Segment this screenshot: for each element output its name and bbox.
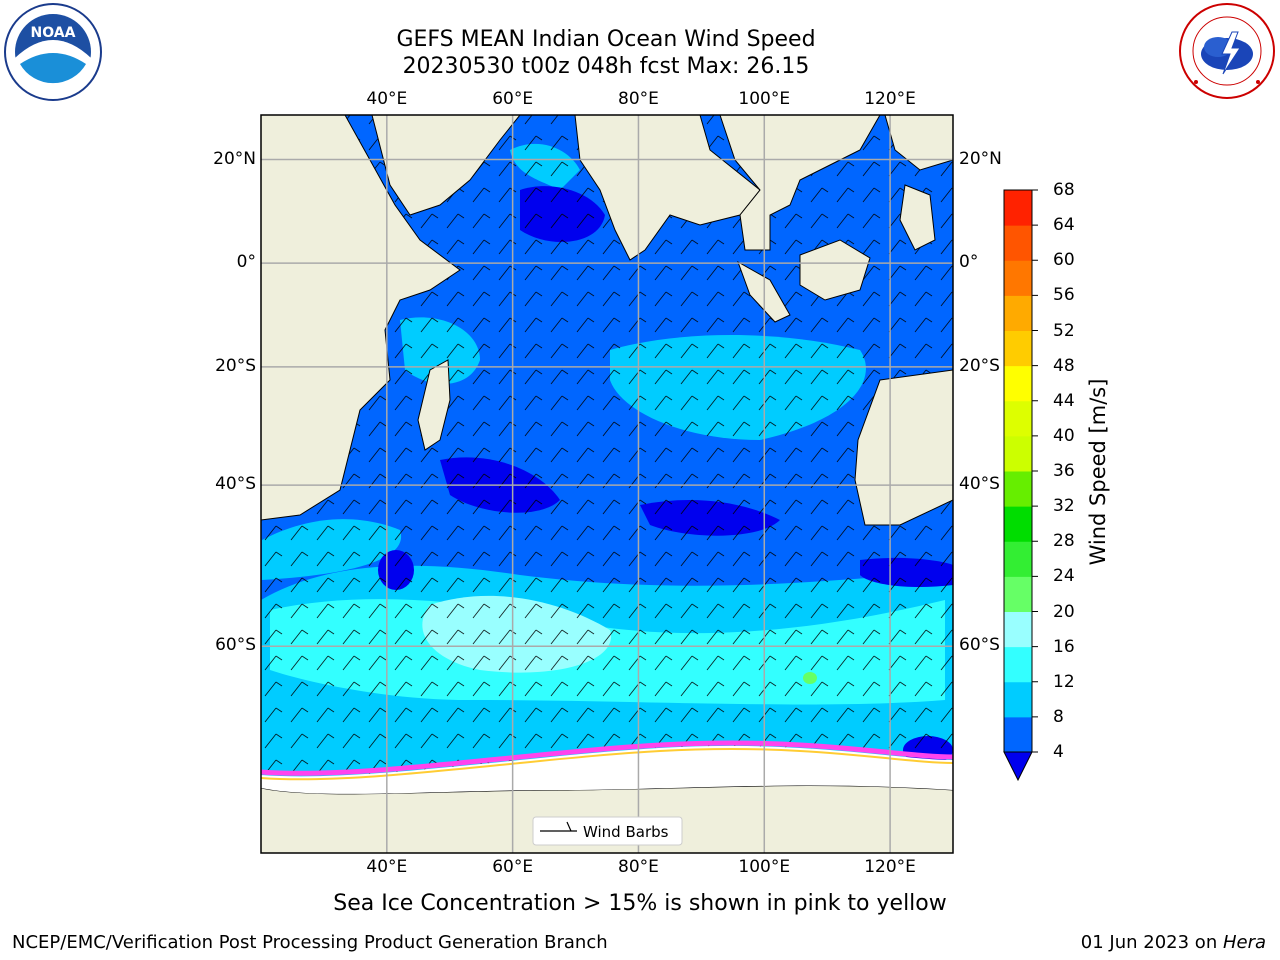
noaa-logo: NOAA xyxy=(4,3,102,101)
colorbar-tick-label: 64 xyxy=(1053,215,1075,236)
map-subtitle: 20230530 t00z 048h fcst Max: 26.15 xyxy=(402,54,810,79)
arabia xyxy=(371,115,521,216)
legend-label: Wind Barbs xyxy=(583,823,669,841)
footer-date: 01 Jun 2023 on xyxy=(1080,932,1223,953)
lat-tick-left: 60°S xyxy=(215,635,256,656)
noaa-logo-text: NOAA xyxy=(31,25,76,41)
colorbar-segment xyxy=(1004,716,1032,753)
colorbar-segment xyxy=(1004,190,1032,226)
lon-tick-top: 120°E xyxy=(864,89,916,109)
philippines xyxy=(899,184,936,251)
africa xyxy=(261,115,461,521)
australia xyxy=(854,369,953,526)
map-title: GEFS MEAN Indian Ocean Wind Speed xyxy=(396,27,816,52)
colorbar-segment xyxy=(1004,681,1032,718)
colorbar-tick-label: 68 xyxy=(1053,180,1075,200)
nws-logo xyxy=(1179,3,1275,99)
colorbar-tick-label: 32 xyxy=(1053,496,1075,517)
sea-ice-edge-yellow xyxy=(261,747,953,781)
colorbar-tick-label: 28 xyxy=(1053,531,1075,552)
colorbar xyxy=(1003,189,1038,782)
footer-org: NCEP/EMC/Verification Post Processing Pr… xyxy=(12,932,608,953)
colorbar-under-arrow xyxy=(1003,751,1033,782)
colorbar-tick-label: 52 xyxy=(1053,320,1075,341)
lat-tick-left: 20°S xyxy=(215,355,256,376)
legend-barb xyxy=(566,821,572,832)
colorbar-tick-label: 16 xyxy=(1053,636,1075,657)
lat-tick-right: 20°N xyxy=(959,148,1002,169)
southeast-asia xyxy=(719,115,881,251)
colorbar-title: Wind Speed [m/s] xyxy=(1086,378,1110,566)
colorbar-tick-label: 4 xyxy=(1053,742,1064,762)
colorbar-tick-label: 12 xyxy=(1053,671,1075,692)
lat-tick-right: 40°S xyxy=(959,474,1000,495)
legend-box xyxy=(532,816,683,846)
lon-tick-top: 80°E xyxy=(618,89,659,109)
lat-tick-right: 20°S xyxy=(959,355,1000,376)
lon-tick-bottom: 80°E xyxy=(618,857,659,877)
lon-tick-bottom: 40°E xyxy=(366,857,408,877)
colorbar-tick-label: 8 xyxy=(1053,706,1064,727)
footer-host: Hera xyxy=(1222,932,1266,953)
colorbar-segment xyxy=(1004,506,1032,542)
graticule xyxy=(261,115,953,853)
lon-tick-top: 100°E xyxy=(738,89,791,109)
sea-ice-edge xyxy=(261,740,953,776)
india xyxy=(574,115,761,261)
colorbar-segment xyxy=(1004,400,1032,437)
lon-tick-bottom: 60°E xyxy=(492,857,534,877)
colorbar-tick-label: 56 xyxy=(1053,285,1075,306)
colorbar-tick-label: 36 xyxy=(1053,461,1075,481)
colorbar-segment xyxy=(1004,260,1032,296)
colorbar-tick-label: 44 xyxy=(1053,390,1075,411)
colorbar-segment xyxy=(1004,330,1032,367)
colorbar-segment xyxy=(1004,295,1032,331)
lat-tick-right: 0° xyxy=(959,252,979,273)
colorbar-segment xyxy=(1004,435,1032,472)
lon-tick-top: 60°E xyxy=(492,89,534,109)
madagascar xyxy=(417,359,451,451)
lat-tick-left: 0° xyxy=(236,252,256,273)
colorbar-segment xyxy=(1004,611,1032,648)
borneo xyxy=(799,239,871,301)
colorbar-segment xyxy=(1004,225,1032,261)
lat-tick-right: 60°S xyxy=(959,635,1000,656)
lat-tick-left: 20°N xyxy=(213,148,256,169)
colorbar-tick-label: 40 xyxy=(1053,425,1075,446)
sea-ice-caption: Sea Ice Concentration > 15% is shown in … xyxy=(333,891,947,916)
lon-tick-bottom: 100°E xyxy=(738,857,791,877)
map-frame xyxy=(260,114,954,854)
colorbar-tick-label: 24 xyxy=(1053,566,1075,587)
colorbar-segment xyxy=(1004,471,1032,507)
colorbar-tick-label: 20 xyxy=(1053,601,1075,622)
lon-tick-bottom: 120°E xyxy=(864,857,916,877)
colorbar-segment xyxy=(1004,365,1032,402)
colorbar-segment xyxy=(1004,541,1032,577)
sea-ice xyxy=(261,745,953,794)
colorbar-tick-label: 48 xyxy=(1053,355,1075,376)
lon-tick-top: 40°E xyxy=(366,89,408,109)
map-layers xyxy=(261,115,953,853)
colorbar-segment xyxy=(1004,576,1032,612)
colorbar-segment xyxy=(1004,646,1032,683)
east-asia xyxy=(884,115,953,171)
lat-tick-left: 40°S xyxy=(215,474,256,495)
colorbar-tick-label: 60 xyxy=(1053,250,1075,271)
footer-date-host: 01 Jun 2023 on Hera xyxy=(1081,932,1266,954)
